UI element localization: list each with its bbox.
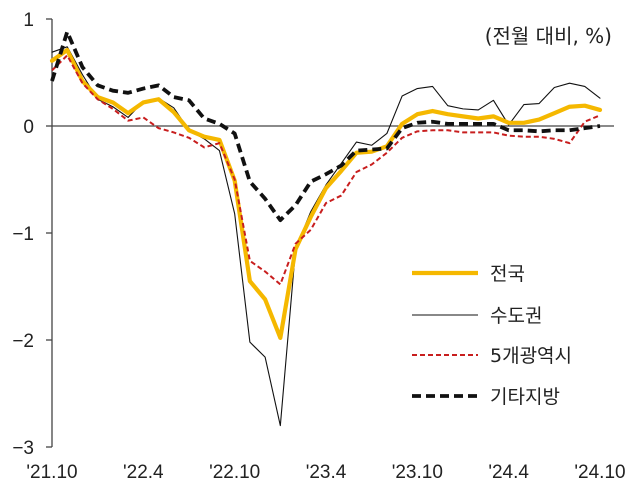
x-tick-label: '23.4 (306, 462, 347, 483)
x-tick-label: '24.10 (574, 462, 625, 483)
series-line-3 (50, 29, 601, 223)
x-tick-label: '22.10 (209, 462, 260, 483)
x-tick-label: '23.10 (392, 462, 443, 483)
series-line-0 (49, 47, 603, 340)
legend-label: 수도권 (490, 305, 542, 327)
series-line-2 (51, 54, 601, 286)
y-tick-label: 1 (23, 10, 34, 31)
y-tick-label: −3 (12, 438, 34, 459)
legend-label: 기타지방 (490, 386, 560, 408)
y-tick-label: −1 (12, 224, 34, 245)
x-tick-label: '22.4 (123, 462, 164, 483)
axes: 1 0 −1 −2 −3 '21.10 '22.4 '22.10 '23.4 '23.10 '24.… (12, 10, 625, 483)
y-tick-label: −2 (12, 331, 34, 352)
x-tick-label: '24.4 (488, 462, 529, 483)
series-layer (49, 29, 603, 427)
unit-label: (전월 대비, %) (485, 24, 612, 48)
series-line-1 (51, 46, 601, 427)
y-tick-label: 0 (23, 117, 34, 138)
legend-label: 전국 (490, 263, 525, 285)
legend-label: 5개광역시 (490, 345, 572, 367)
x-tick-label: '21.10 (26, 462, 77, 483)
